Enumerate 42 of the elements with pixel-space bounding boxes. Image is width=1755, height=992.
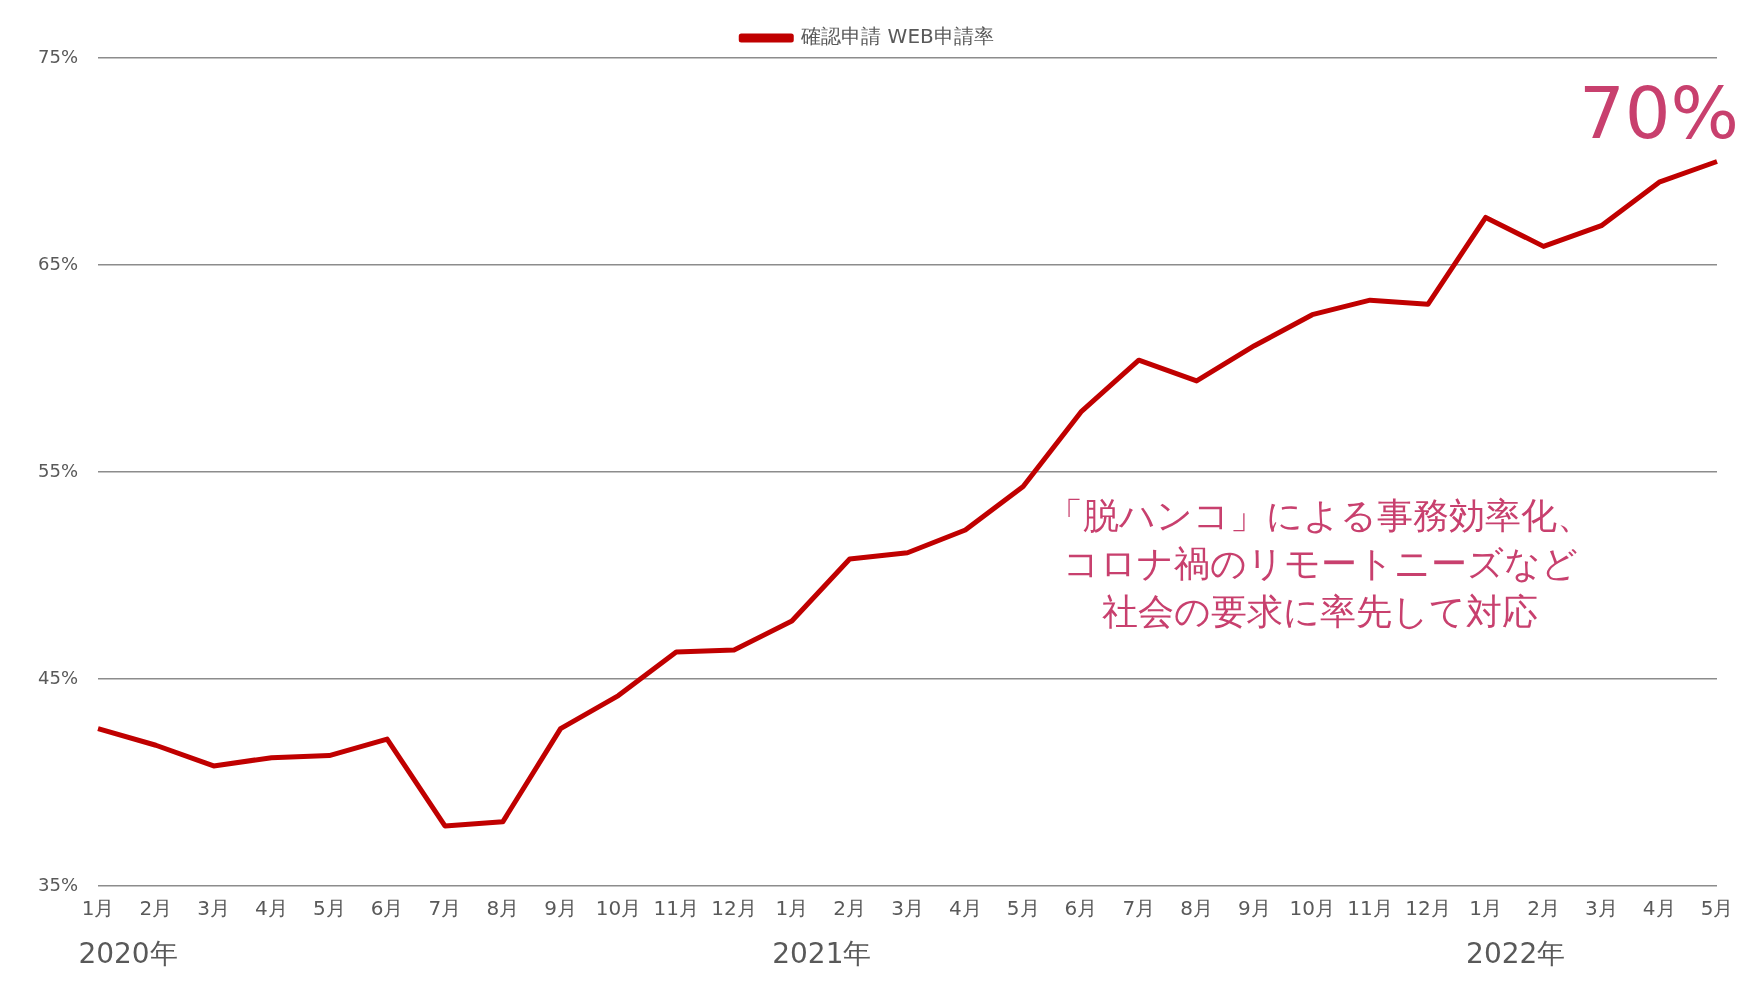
legend-label: 確認申請 WEB申請率 <box>800 24 994 49</box>
x-tick-label: 3月 <box>1584 896 1618 921</box>
x-tick-label: 9月 <box>544 896 577 921</box>
y-tick-label: 55% <box>37 459 79 481</box>
annotation: 「脱ハンコ」による事務効率化、 <box>1047 495 1594 537</box>
text: 2022年 <box>1466 937 1566 971</box>
x-tick-label: 5月 <box>312 896 346 921</box>
x-tick-label: 12月 <box>1405 896 1451 921</box>
x-tick-label: 3月 <box>891 896 924 921</box>
x-tick-label: 7月 <box>428 896 462 921</box>
x-tick-label: 2月 <box>833 896 867 921</box>
x-tick-label: 10月 <box>1289 896 1335 921</box>
x-tick-label: 6月 <box>370 896 404 921</box>
x-tick-label: 4月 <box>948 896 982 921</box>
x-tick-label: 3月 <box>197 896 231 921</box>
x-tick-label: 5月 <box>1700 896 1734 921</box>
y-tick-label: 65% <box>37 252 79 274</box>
x-tick-label: 2月 <box>139 896 173 921</box>
x-tick-label: 1月 <box>81 896 115 921</box>
y-tick-label: 35% <box>37 873 79 895</box>
x-tick-label: 6月 <box>1064 896 1098 921</box>
data-label: 70% <box>1578 71 1739 156</box>
x-tick-label: 7月 <box>1122 896 1156 921</box>
x-tick-label: 2月 <box>1527 896 1560 921</box>
text: 2021年 <box>772 937 872 971</box>
x-tick-label: 8月 <box>1180 896 1213 921</box>
x-tick-label: 4月 <box>1642 896 1676 921</box>
x-tick-label: 12月 <box>711 896 757 921</box>
annotation: コロナ禍のリモートニーズなど <box>1062 543 1578 585</box>
x-tick-label: 8月 <box>486 896 520 921</box>
x-tick-label: 1月 <box>1469 896 1503 921</box>
y-tick-label: 45% <box>37 666 79 688</box>
x-tick-label: 5月 <box>1006 896 1040 921</box>
x-tick-label: 9月 <box>1238 896 1271 921</box>
x-tick-label: 1月 <box>775 896 809 921</box>
y-tick-label: 75% <box>37 45 79 67</box>
x-tick-label: 10月 <box>595 896 642 921</box>
x-tick-label: 11月 <box>1347 896 1393 921</box>
x-tick-label: 11月 <box>653 896 699 921</box>
x-tick-label: 4月 <box>255 896 288 921</box>
text: 2020年 <box>78 937 178 971</box>
annotation: 社会の要求に率先して対応 <box>1102 591 1539 633</box>
